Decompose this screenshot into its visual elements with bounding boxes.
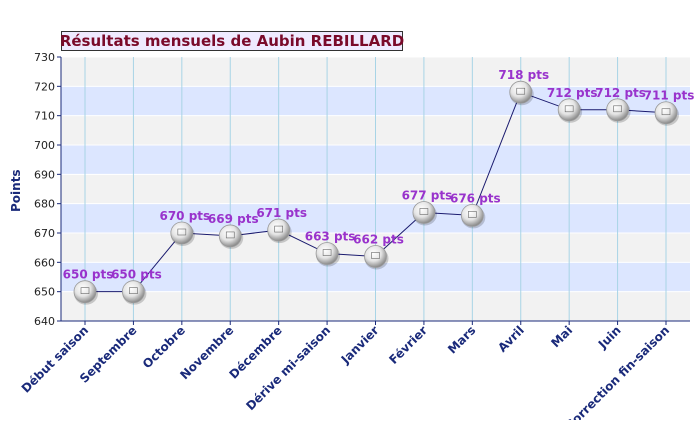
- point-marker: [460, 203, 484, 227]
- point-marker: [73, 280, 97, 304]
- data-point: [460, 203, 486, 229]
- data-label: 712 pts: [547, 86, 598, 100]
- y-tick-label: 670: [34, 227, 55, 240]
- x-tick-label: Octobre: [140, 323, 188, 371]
- point-marker: [218, 224, 242, 248]
- data-point: [170, 221, 195, 246]
- data-label: 718 pts: [498, 68, 549, 82]
- y-tick-label: 650: [34, 286, 55, 299]
- point-marker: [170, 221, 194, 245]
- point-marker: [654, 101, 678, 125]
- data-label: 650 pts: [111, 268, 162, 282]
- data-label: 662 pts: [353, 232, 404, 246]
- data-label: 676 pts: [450, 191, 501, 205]
- ball-logo-icon: [274, 225, 283, 233]
- ball-logo-icon: [661, 108, 671, 116]
- ball-logo-icon: [468, 211, 477, 218]
- data-label: 663 pts: [305, 230, 356, 244]
- point-marker: [509, 80, 533, 104]
- y-tick-label: 680: [34, 198, 55, 211]
- point-marker: [557, 98, 581, 122]
- y-tick-label: 730: [34, 51, 55, 64]
- y-axis-label: Points: [9, 169, 23, 212]
- data-point: [218, 224, 244, 249]
- data-point: [654, 101, 679, 126]
- data-point: [315, 242, 341, 267]
- data-label: 650 pts: [63, 268, 114, 282]
- ball-logo-icon: [177, 228, 187, 236]
- point-marker: [122, 280, 145, 304]
- data-point: [73, 280, 98, 305]
- x-tick-label: Juin: [595, 323, 624, 352]
- y-tick-label: 660: [34, 256, 55, 269]
- data-label: 677 pts: [402, 188, 453, 202]
- y-tick-label: 720: [34, 80, 55, 93]
- x-tick-label: Mars: [445, 323, 478, 356]
- ball-logo-icon: [129, 287, 138, 294]
- y-tick-label: 700: [34, 139, 55, 152]
- ball-logo-icon: [419, 208, 429, 215]
- ball-logo-icon: [225, 231, 235, 239]
- ball-logo-icon: [564, 105, 574, 113]
- ball-logo-icon: [80, 287, 90, 294]
- ball-logo-icon: [516, 87, 526, 95]
- data-label: 711 pts: [644, 89, 695, 103]
- data-point: [509, 80, 534, 106]
- x-tick-label: Mai: [548, 323, 575, 350]
- data-point: [412, 201, 437, 226]
- point-marker: [267, 218, 291, 242]
- y-tick-label: 640: [34, 315, 55, 328]
- ball-logo-icon: [322, 249, 332, 256]
- ball-logo-icon: [613, 105, 622, 113]
- x-tick-label: Avril: [495, 323, 527, 355]
- data-point: [364, 245, 389, 270]
- point-marker: [412, 201, 436, 224]
- chart-title: Résultats mensuels de Aubin REBILLARD: [59, 31, 405, 51]
- point-marker: [315, 242, 339, 265]
- ball-logo-icon: [371, 252, 380, 259]
- data-point: [557, 98, 583, 123]
- point-marker: [606, 98, 629, 122]
- x-tick-label: Janvier: [338, 323, 382, 367]
- data-label: 669 pts: [208, 212, 259, 226]
- x-tick-label: Février: [386, 323, 430, 367]
- data-label: 712 pts: [595, 86, 646, 100]
- x-tick-label: Début saison: [19, 323, 91, 395]
- data-point: [267, 218, 292, 244]
- y-tick-label: 710: [34, 110, 55, 123]
- y-tick-label: 690: [34, 168, 55, 181]
- data-point: [122, 280, 147, 305]
- point-marker: [364, 245, 387, 268]
- data-label: 670 pts: [159, 209, 210, 223]
- data-label: 671 pts: [256, 206, 307, 220]
- data-point: [606, 98, 631, 123]
- x-tick-label: Dérive mi-saison: [243, 323, 333, 413]
